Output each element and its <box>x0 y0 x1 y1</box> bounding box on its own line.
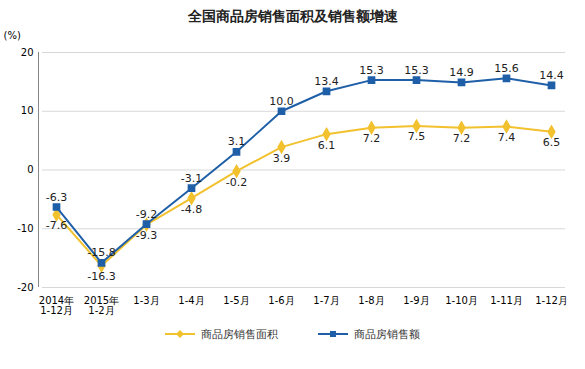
svg-text:14.9: 14.9 <box>449 66 474 79</box>
svg-text:1-10月: 1-10月 <box>445 295 478 306</box>
svg-text:3.1: 3.1 <box>228 135 246 148</box>
svg-text:15.6: 15.6 <box>494 62 519 75</box>
svg-text:1-7月: 1-7月 <box>313 295 339 306</box>
svg-text:1-11月: 1-11月 <box>490 295 523 306</box>
svg-text:-3.1: -3.1 <box>181 172 202 185</box>
svg-text:1-3月: 1-3月 <box>133 295 159 306</box>
svg-text:20: 20 <box>21 47 34 58</box>
svg-text:-0.2: -0.2 <box>226 176 247 189</box>
svg-text:7.4: 7.4 <box>498 131 516 144</box>
svg-text:-9.2: -9.2 <box>136 208 157 221</box>
svg-text:-16.3: -16.3 <box>87 270 115 283</box>
svg-text:1-4月: 1-4月 <box>178 295 204 306</box>
svg-text:6.5: 6.5 <box>543 136 561 149</box>
svg-text:1-8月: 1-8月 <box>358 295 384 306</box>
svg-text:10: 10 <box>21 105 34 116</box>
svg-text:-6.3: -6.3 <box>46 191 67 204</box>
svg-text:6.1: 6.1 <box>318 139 336 152</box>
svg-text:-15.8: -15.8 <box>87 246 115 259</box>
svg-text:(%): (%) <box>4 30 21 41</box>
svg-text:2014年1-12月: 2014年1-12月 <box>39 295 74 316</box>
svg-text:-4.8: -4.8 <box>181 203 202 216</box>
html-text:商品房销售额: 商品房销售额 <box>354 327 420 341</box>
svg-text:-7.6: -7.6 <box>46 219 67 232</box>
svg-text:0: 0 <box>27 164 33 175</box>
svg-text:7.5: 7.5 <box>408 130 426 143</box>
svg-text:15.3: 15.3 <box>359 64 384 77</box>
html-text:全国商品房销售面积及销售额增速: 全国商品房销售面积及销售额增速 <box>187 8 398 24</box>
svg-text:15.3: 15.3 <box>404 64 429 77</box>
svg-text:1-9月: 1-9月 <box>403 295 429 306</box>
html-text:商品房销售面积: 商品房销售面积 <box>201 327 278 341</box>
svg-text:7.2: 7.2 <box>363 132 381 145</box>
svg-text:2015年1-2月: 2015年1-2月 <box>84 295 119 316</box>
svg-text:1-6月: 1-6月 <box>268 295 294 306</box>
svg-text:1-12月: 1-12月 <box>535 295 568 306</box>
svg-text:-20: -20 <box>17 282 33 293</box>
svg-text:-10: -10 <box>17 223 33 234</box>
svg-text:10.0: 10.0 <box>269 95 294 108</box>
svg-text:7.2: 7.2 <box>453 132 471 145</box>
svg-text:3.9: 3.9 <box>273 152 291 165</box>
svg-text:-9.3: -9.3 <box>135 229 158 243</box>
svg-text:13.4: 13.4 <box>314 75 339 88</box>
svg-text:1-5月: 1-5月 <box>223 295 249 306</box>
svg-text:14.4: 14.4 <box>539 69 564 82</box>
